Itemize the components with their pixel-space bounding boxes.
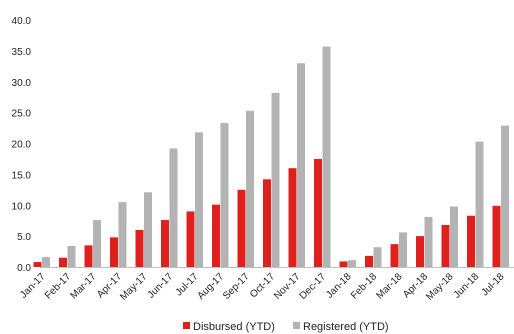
bar-registered xyxy=(348,260,356,267)
x-tick-label: Sep-17 xyxy=(221,271,252,302)
x-axis: Jan-17Feb-17Mar-17Apr-17May-17Jun-17Jul-… xyxy=(18,267,514,303)
bar-disbursed xyxy=(84,245,93,267)
bar-registered xyxy=(475,141,484,267)
bar-disbursed xyxy=(161,220,169,267)
y-tick-label: 15.0 xyxy=(12,170,32,181)
bar-disbursed xyxy=(33,262,42,267)
legend-label: Disbursed (YTD) xyxy=(193,321,275,333)
bar-disbursed xyxy=(237,189,246,267)
x-tick-label: Aug-17 xyxy=(196,271,227,302)
bar-registered xyxy=(195,132,203,267)
x-tick-label: Mar-17 xyxy=(68,271,98,301)
x-tick-label: Jul-18 xyxy=(480,271,507,298)
bar-disbursed xyxy=(263,179,271,267)
bar-disbursed xyxy=(390,244,399,267)
legend-swatch xyxy=(183,322,190,329)
bar-registered xyxy=(220,123,229,267)
y-tick-label: 30.0 xyxy=(12,78,32,89)
bar-registered xyxy=(501,125,509,267)
bar-disbursed xyxy=(492,205,501,267)
bar-disbursed xyxy=(59,257,67,267)
bar-disbursed xyxy=(135,229,144,267)
x-tick-label: Feb-17 xyxy=(43,271,73,301)
bar-registered xyxy=(450,206,458,267)
bar-disbursed xyxy=(365,255,373,267)
x-tick-label: Feb-18 xyxy=(349,271,379,301)
bar-registered xyxy=(93,220,101,267)
bar-disbursed xyxy=(467,215,475,267)
x-tick-label: May-17 xyxy=(118,271,150,303)
legend-swatch xyxy=(293,322,300,329)
bar-registered xyxy=(424,216,433,267)
bar-registered xyxy=(246,110,254,268)
x-tick-label: May-18 xyxy=(424,271,456,303)
bar-registered xyxy=(271,92,280,268)
bar-disbursed xyxy=(288,168,297,267)
bar-registered xyxy=(373,247,382,267)
bars xyxy=(33,46,509,268)
y-tick-label: 10.0 xyxy=(12,201,32,212)
bar-registered xyxy=(144,192,152,267)
y-tick-label: 5.0 xyxy=(17,232,31,243)
y-tick-label: 25.0 xyxy=(12,109,32,120)
y-axis: 0.0 5.0 10.0 15.0 20.0 25.0 30.0 35.0 40.0 xyxy=(12,16,32,274)
bar-registered xyxy=(67,246,76,267)
bar-registered xyxy=(169,148,178,267)
bar-registered xyxy=(322,46,331,267)
bar-disbursed xyxy=(416,236,424,267)
x-tick-label: Jun-17 xyxy=(146,271,176,301)
x-tick-label: Dec-17 xyxy=(298,271,329,302)
bar-registered xyxy=(42,257,50,267)
legend: Disbursed (YTD) Registered (YTD) xyxy=(183,321,389,333)
bar-registered xyxy=(399,232,407,267)
y-tick-label: 0.0 xyxy=(17,263,31,274)
y-tick-label: 40.0 xyxy=(12,16,32,27)
x-tick-label: Mar-18 xyxy=(374,271,404,301)
bar-disbursed xyxy=(212,204,220,267)
bar-disbursed xyxy=(441,225,450,267)
x-tick-label: Nov-17 xyxy=(272,271,303,302)
y-tick-label: 20.0 xyxy=(12,140,32,151)
bar-registered xyxy=(118,202,127,267)
y-tick-label: 35.0 xyxy=(12,47,32,58)
legend-label: Registered (YTD) xyxy=(303,321,389,333)
x-tick-label: Jan-17 xyxy=(18,271,48,301)
x-tick-label: Jun-18 xyxy=(452,271,482,301)
bar-disbursed xyxy=(110,237,118,267)
x-tick-label: Jan-18 xyxy=(324,271,354,301)
bar-disbursed xyxy=(339,261,348,267)
bar-disbursed xyxy=(314,158,322,267)
bar-registered xyxy=(297,63,305,267)
bar-disbursed xyxy=(186,211,195,267)
